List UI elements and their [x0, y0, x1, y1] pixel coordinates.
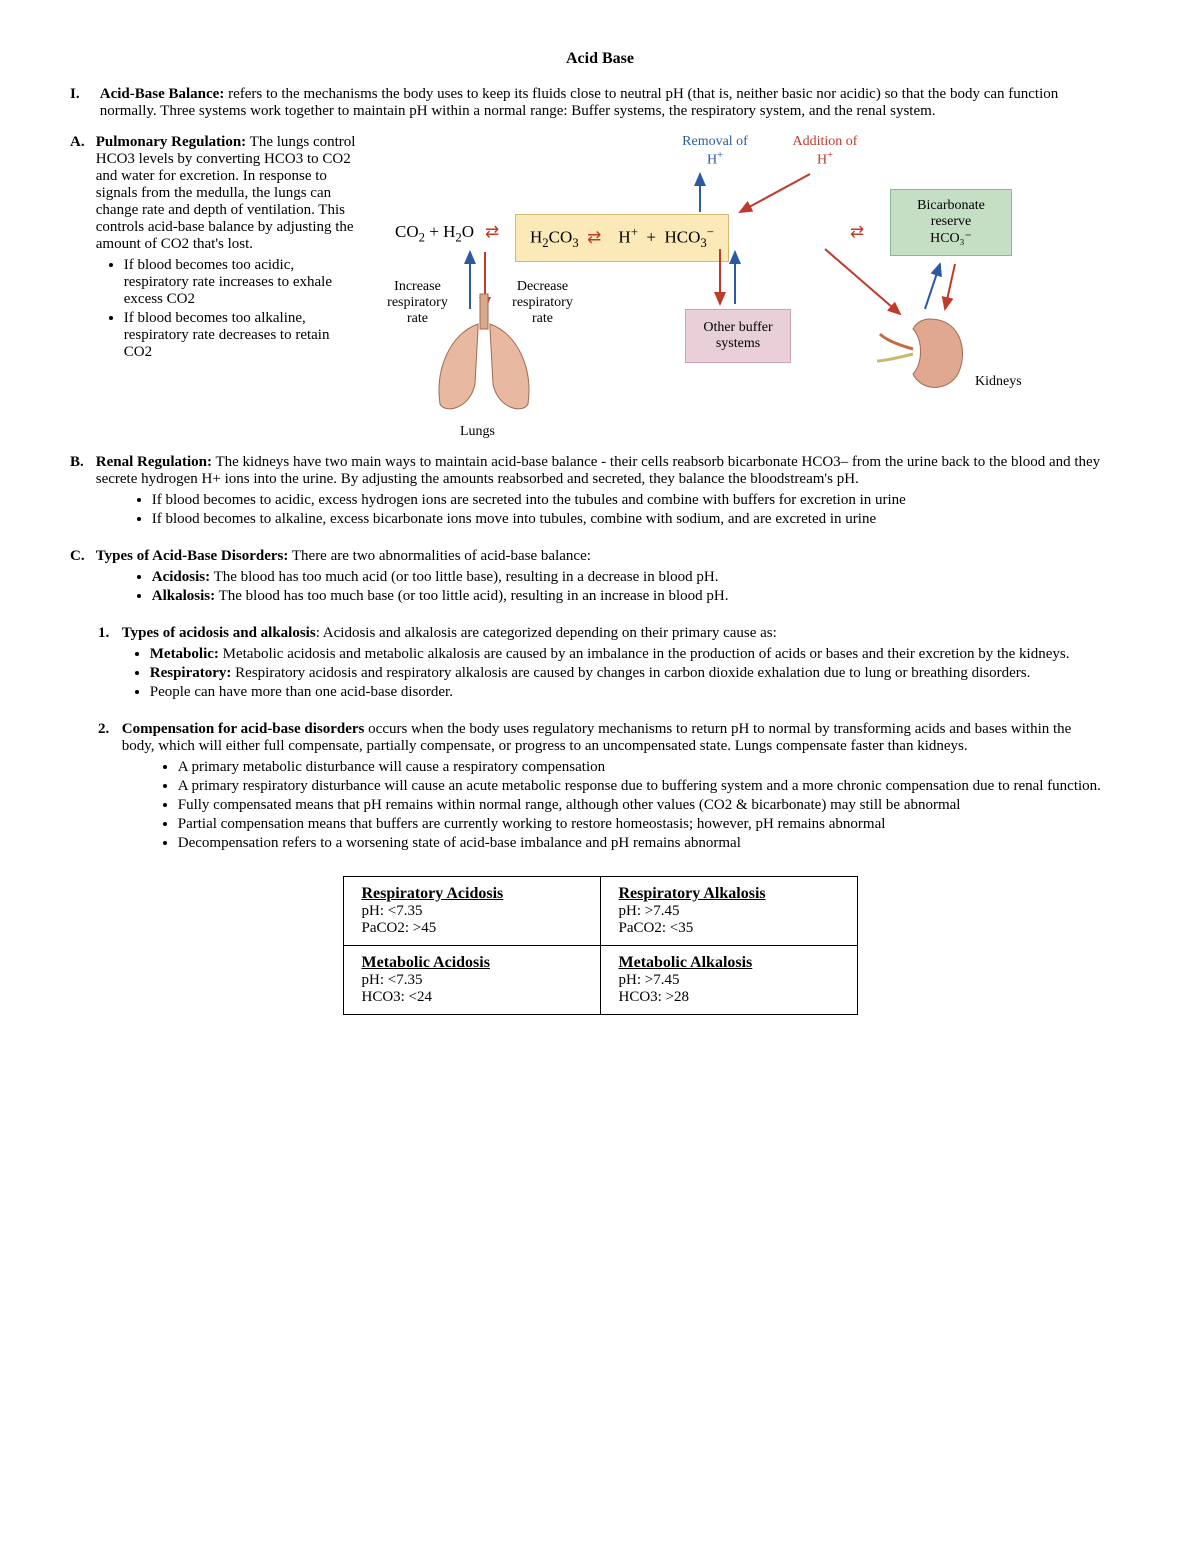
A-b1: If blood becomes too acidic, respiratory…	[124, 257, 356, 308]
letter-A: A.	[70, 134, 92, 151]
section-B: B. Renal Regulation: The kidneys have tw…	[70, 454, 1130, 534]
A-bullets: If blood becomes too acidic, respiratory…	[96, 257, 356, 361]
C1-head: Types of acidosis and alkalosis	[122, 625, 316, 641]
lungs-label: Lungs	[460, 424, 495, 440]
letter-B: B.	[70, 454, 92, 471]
kidneys-label: Kidneys	[975, 374, 1022, 390]
B-b1: If blood becomes to acidic, excess hydro…	[152, 492, 1106, 509]
letter-C: C.	[70, 548, 92, 565]
C2-b1: A primary metabolic disturbance will cau…	[178, 759, 1102, 776]
C-b1: Acidosis: The blood has too much acid (o…	[152, 569, 1106, 586]
B-b2: If blood becomes to alkaline, excess bic…	[152, 511, 1106, 528]
section-A-wrap: A. Pulmonary Regulation: The lungs contr…	[70, 134, 1130, 454]
C1-b1: Metabolic: Metabolic acidosis and metabo…	[150, 646, 1102, 663]
C-bullets: Acidosis: The blood has too much acid (o…	[124, 569, 1106, 605]
C2-b4: Partial compensation means that buffers …	[178, 816, 1102, 833]
C-text: There are two abnormalities of acid-base…	[288, 548, 591, 564]
B-text: The kidneys have two main ways to mainta…	[96, 454, 1100, 487]
B-bullets: If blood becomes to acidic, excess hydro…	[124, 492, 1106, 528]
C1-bullets: Metabolic: Metabolic acidosis and metabo…	[122, 646, 1102, 701]
A-text: The lungs control HCO3 levels by convert…	[96, 134, 356, 252]
B-head: Renal Regulation:	[96, 454, 212, 470]
C2-b2: A primary respiratory disturbance will c…	[178, 778, 1102, 795]
C1-text: : Acidosis and alkalosis are categorized…	[316, 625, 777, 641]
section-C1: 1. Types of acidosis and alkalosis: Acid…	[98, 625, 1130, 707]
C2-b3: Fully compensated means that pH remains …	[178, 797, 1102, 814]
section-I: I. Acid-Base Balance: refers to the mech…	[70, 86, 1130, 120]
A-head: Pulmonary Regulation:	[96, 134, 246, 150]
section-C: C. Types of Acid-Base Disorders: There a…	[70, 548, 1130, 611]
num-1: 1.	[98, 625, 118, 642]
A-b2: If blood becomes too alkaline, respirato…	[124, 310, 356, 361]
C-head: Types of Acid-Base Disorders:	[96, 548, 289, 564]
inc-rate-label: Increase respiratory rate	[380, 279, 455, 327]
C2-head: Compensation for acid-base disorders	[122, 721, 365, 737]
C2-bullets: A primary metabolic disturbance will cau…	[150, 759, 1102, 852]
cell-resp-alkalosis: Respiratory Alkalosis pH: >7.45 PaCO2: <…	[600, 877, 857, 946]
dec-rate-label: Decrease respiratory rate	[505, 279, 580, 327]
buffer-diagram: Removal of H+ Addition of H+ H2CO3 ⇄ H+ …	[380, 134, 1130, 454]
C1-b3: People can have more than one acid-base …	[150, 684, 1102, 701]
C-b2: Alkalosis: The blood has too much base (…	[152, 588, 1106, 605]
page-title: Acid Base	[70, 50, 1130, 68]
I-head: Acid-Base Balance:	[100, 86, 225, 102]
acid-base-table: Respiratory Acidosis pH: <7.35 PaCO2: >4…	[343, 876, 858, 1015]
I-text: refers to the mechanisms the body uses t…	[100, 86, 1059, 119]
kidney-icon	[875, 309, 975, 399]
num-2: 2.	[98, 721, 118, 738]
roman-I: I.	[70, 86, 96, 103]
C1-b2: Respiratory: Respiratory acidosis and re…	[150, 665, 1102, 682]
section-C2: 2. Compensation for acid-base disorders …	[98, 721, 1130, 858]
C2-b5: Decompensation refers to a worsening sta…	[178, 835, 1102, 852]
cell-met-alkalosis: Metabolic Alkalosis pH: >7.45 HCO3: >28	[600, 946, 857, 1015]
cell-met-acidosis: Metabolic Acidosis pH: <7.35 HCO3: <24	[343, 946, 600, 1015]
cell-resp-acidosis: Respiratory Acidosis pH: <7.35 PaCO2: >4…	[343, 877, 600, 946]
